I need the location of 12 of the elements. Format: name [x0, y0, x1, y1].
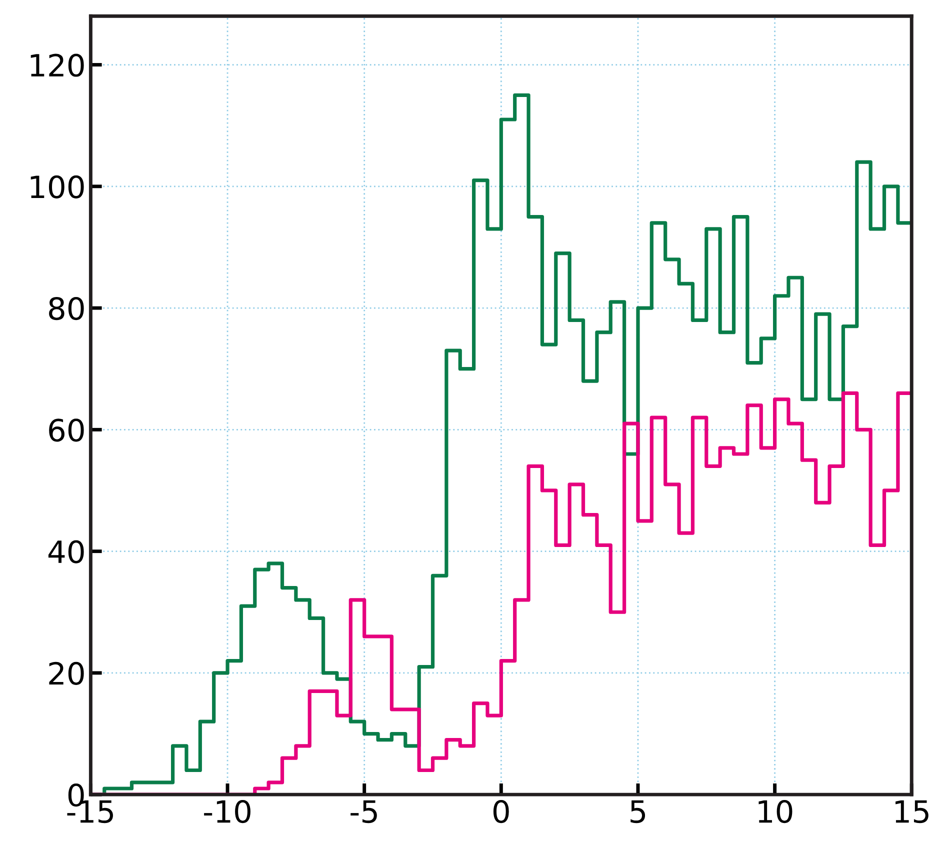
x-tick-label: -5 — [350, 800, 377, 824]
y-tick-label: 120 — [30, 54, 84, 77]
y-tick-label: 40 — [48, 540, 84, 564]
y-tick-label: 100 — [30, 175, 84, 198]
x-tick-label: 5 — [630, 800, 646, 824]
y-tick-label: 60 — [49, 418, 84, 442]
x-tick-label: 10 — [758, 800, 792, 824]
x-tick-label: -10 — [204, 800, 250, 824]
y-tick-label: 80 — [49, 296, 84, 320]
x-tick-label: 15 — [896, 800, 928, 824]
x-tick-label: 0 — [493, 800, 509, 824]
y-tick-label: 20 — [49, 662, 84, 685]
